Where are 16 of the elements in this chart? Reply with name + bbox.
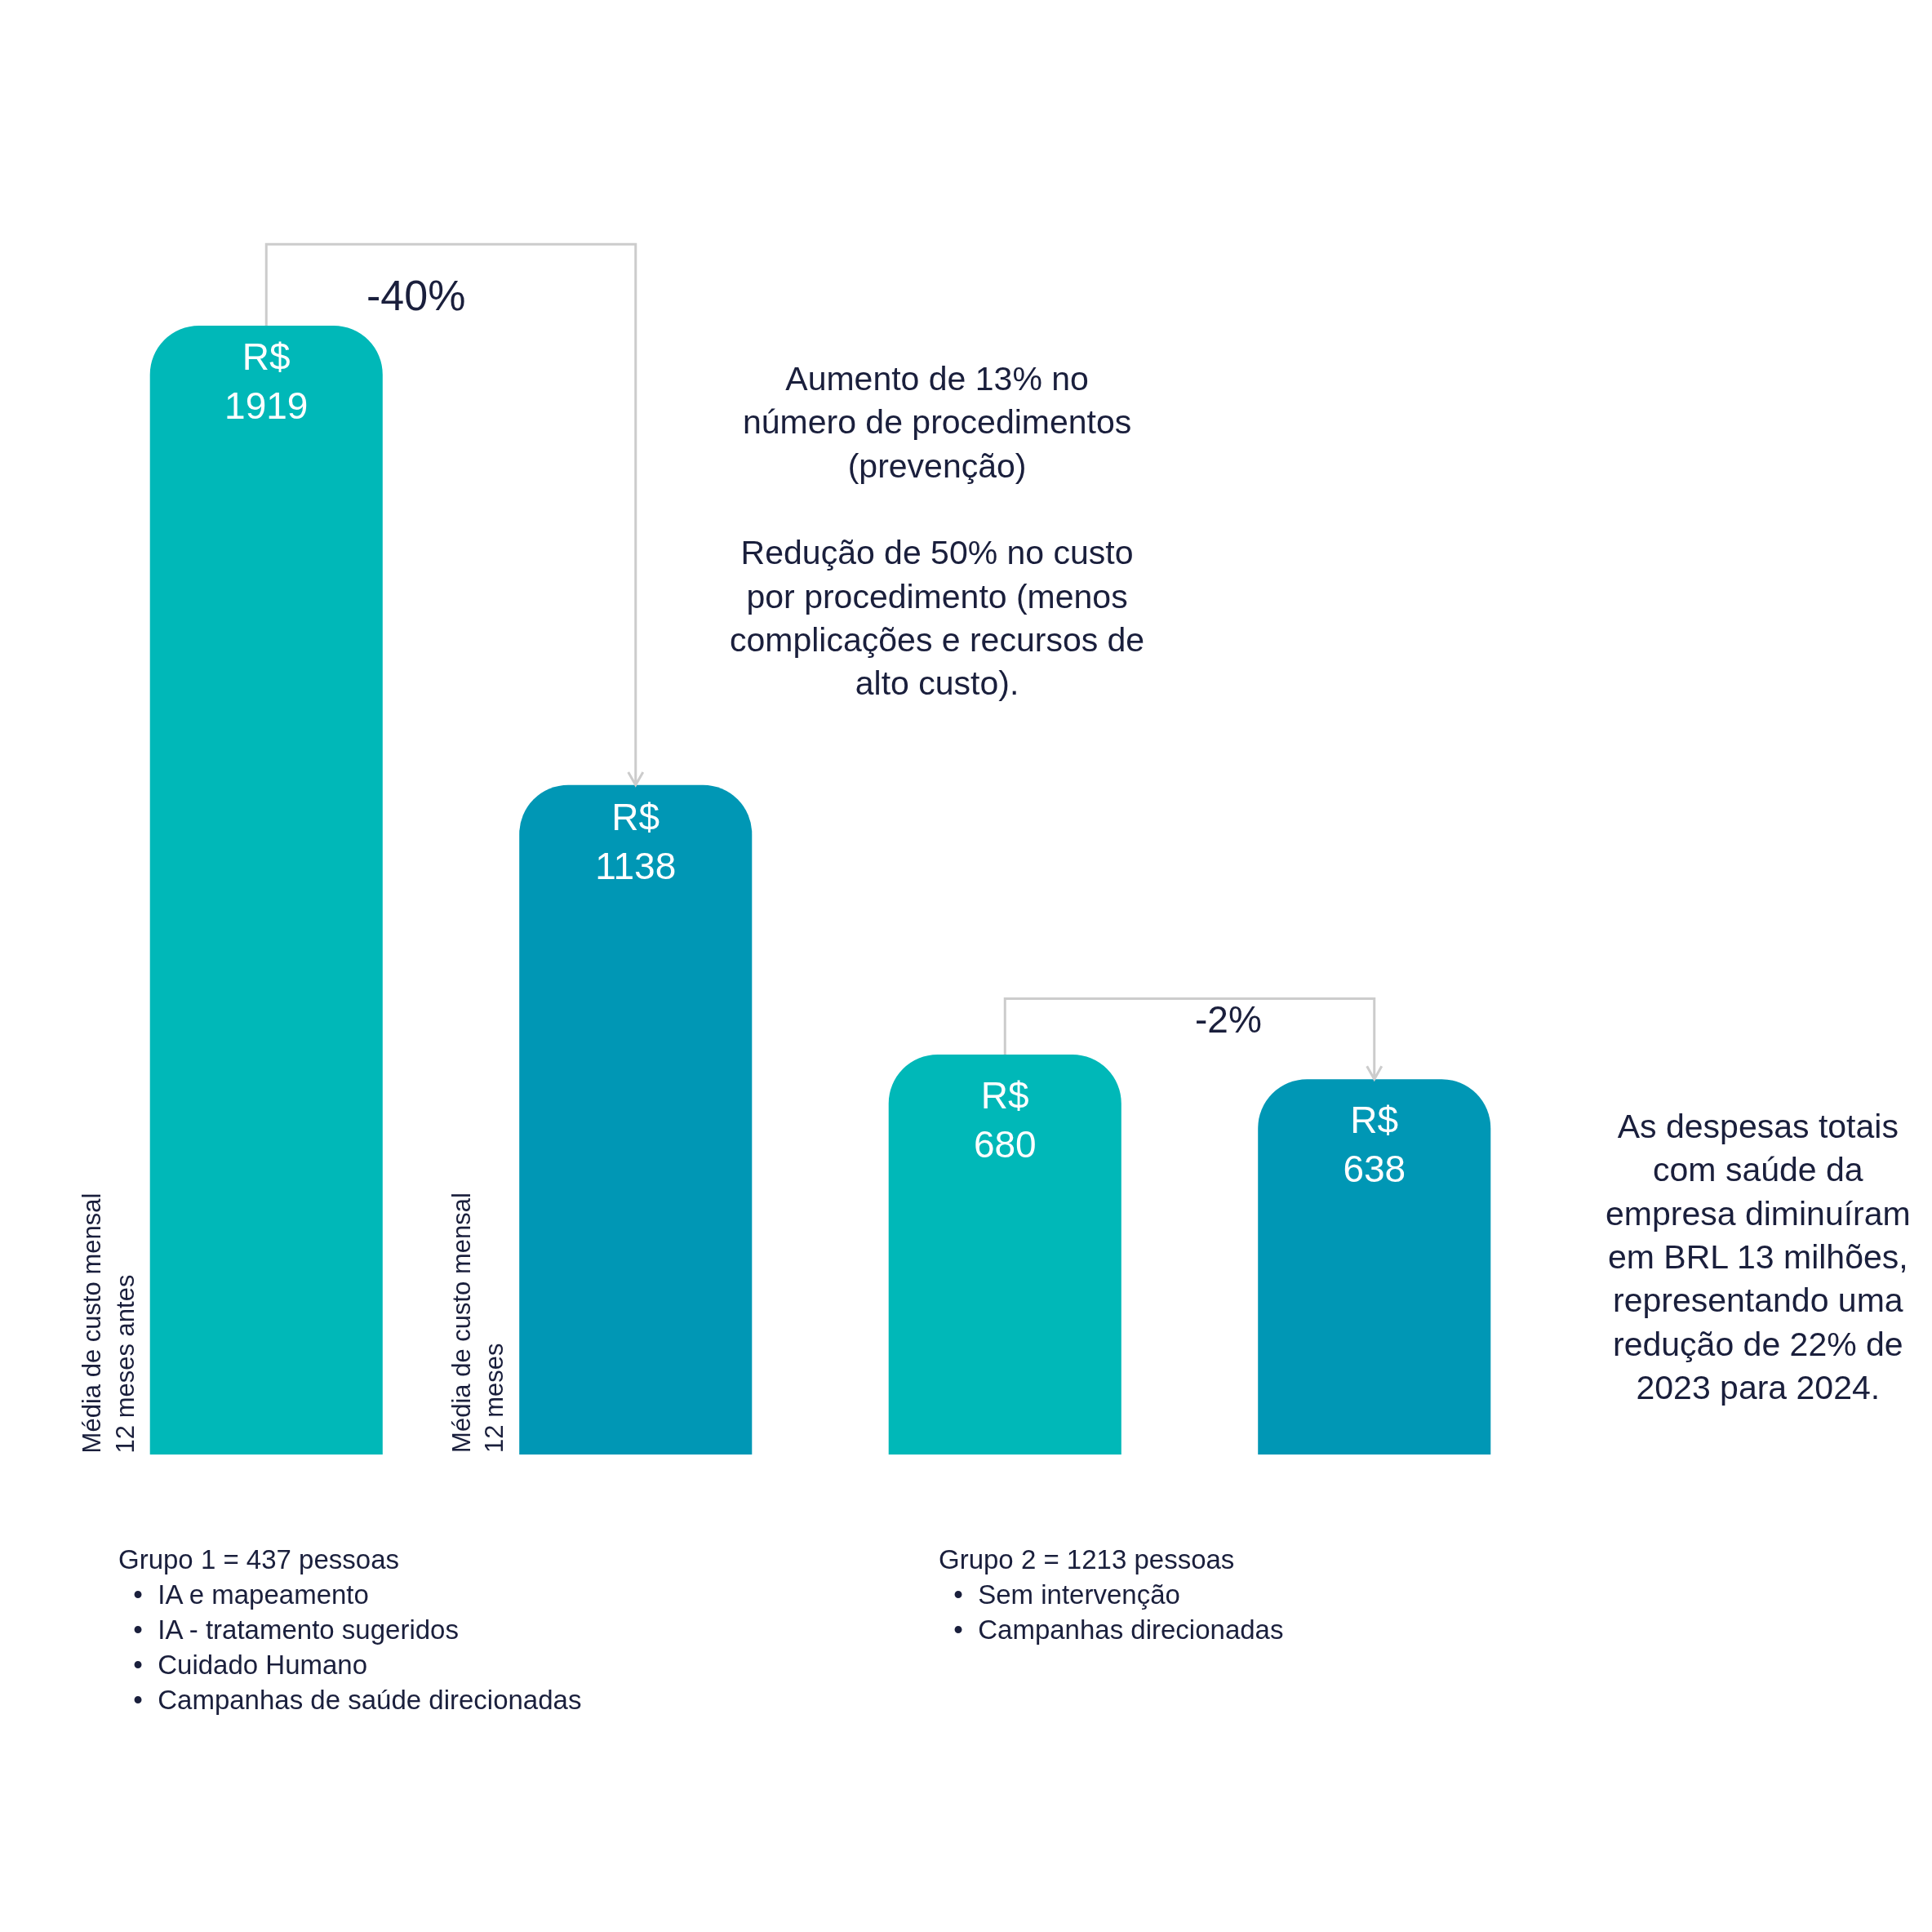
text: Aumento de 13% no número de procedimentos (prevenção) Redução de 50% no custo por procedimento (menos complicações e recursos de alto custo). bbox=[730, 360, 1145, 703]
x-tick-label: Média de custo mensal 12 meses antes bbox=[78, 1193, 140, 1454]
text: -40% bbox=[366, 272, 466, 319]
data-label: R$ 1138 bbox=[595, 796, 677, 888]
bar bbox=[149, 325, 383, 1455]
bar bbox=[519, 784, 753, 1455]
text: Grupo 2 = 1213 pessoas • Sem intervenção • Campanhas direcionadas bbox=[939, 1544, 1284, 1645]
text: As despesas totais com saúde da empresa diminuíram em BRL 13 milhões, representando uma redução de 22% de 2023 para 2024. bbox=[1606, 1108, 1911, 1406]
data-label: R$ 680 bbox=[973, 1073, 1037, 1166]
bar bbox=[1258, 1079, 1491, 1455]
annotation: -2% bbox=[1195, 998, 1262, 1041]
bar bbox=[888, 1054, 1121, 1455]
text: Grupo 1 = 437 pessoas • IA e mapeamento • IA - tratamento sugeridos • Cuidado Humano • Campanhas de saúde direcionadas bbox=[118, 1544, 582, 1715]
x-tick-label: Média de custo mensal 12 meses bbox=[446, 1193, 509, 1453]
data-label: R$ 1919 bbox=[224, 335, 309, 428]
data-label: R$ 638 bbox=[1343, 1099, 1406, 1190]
